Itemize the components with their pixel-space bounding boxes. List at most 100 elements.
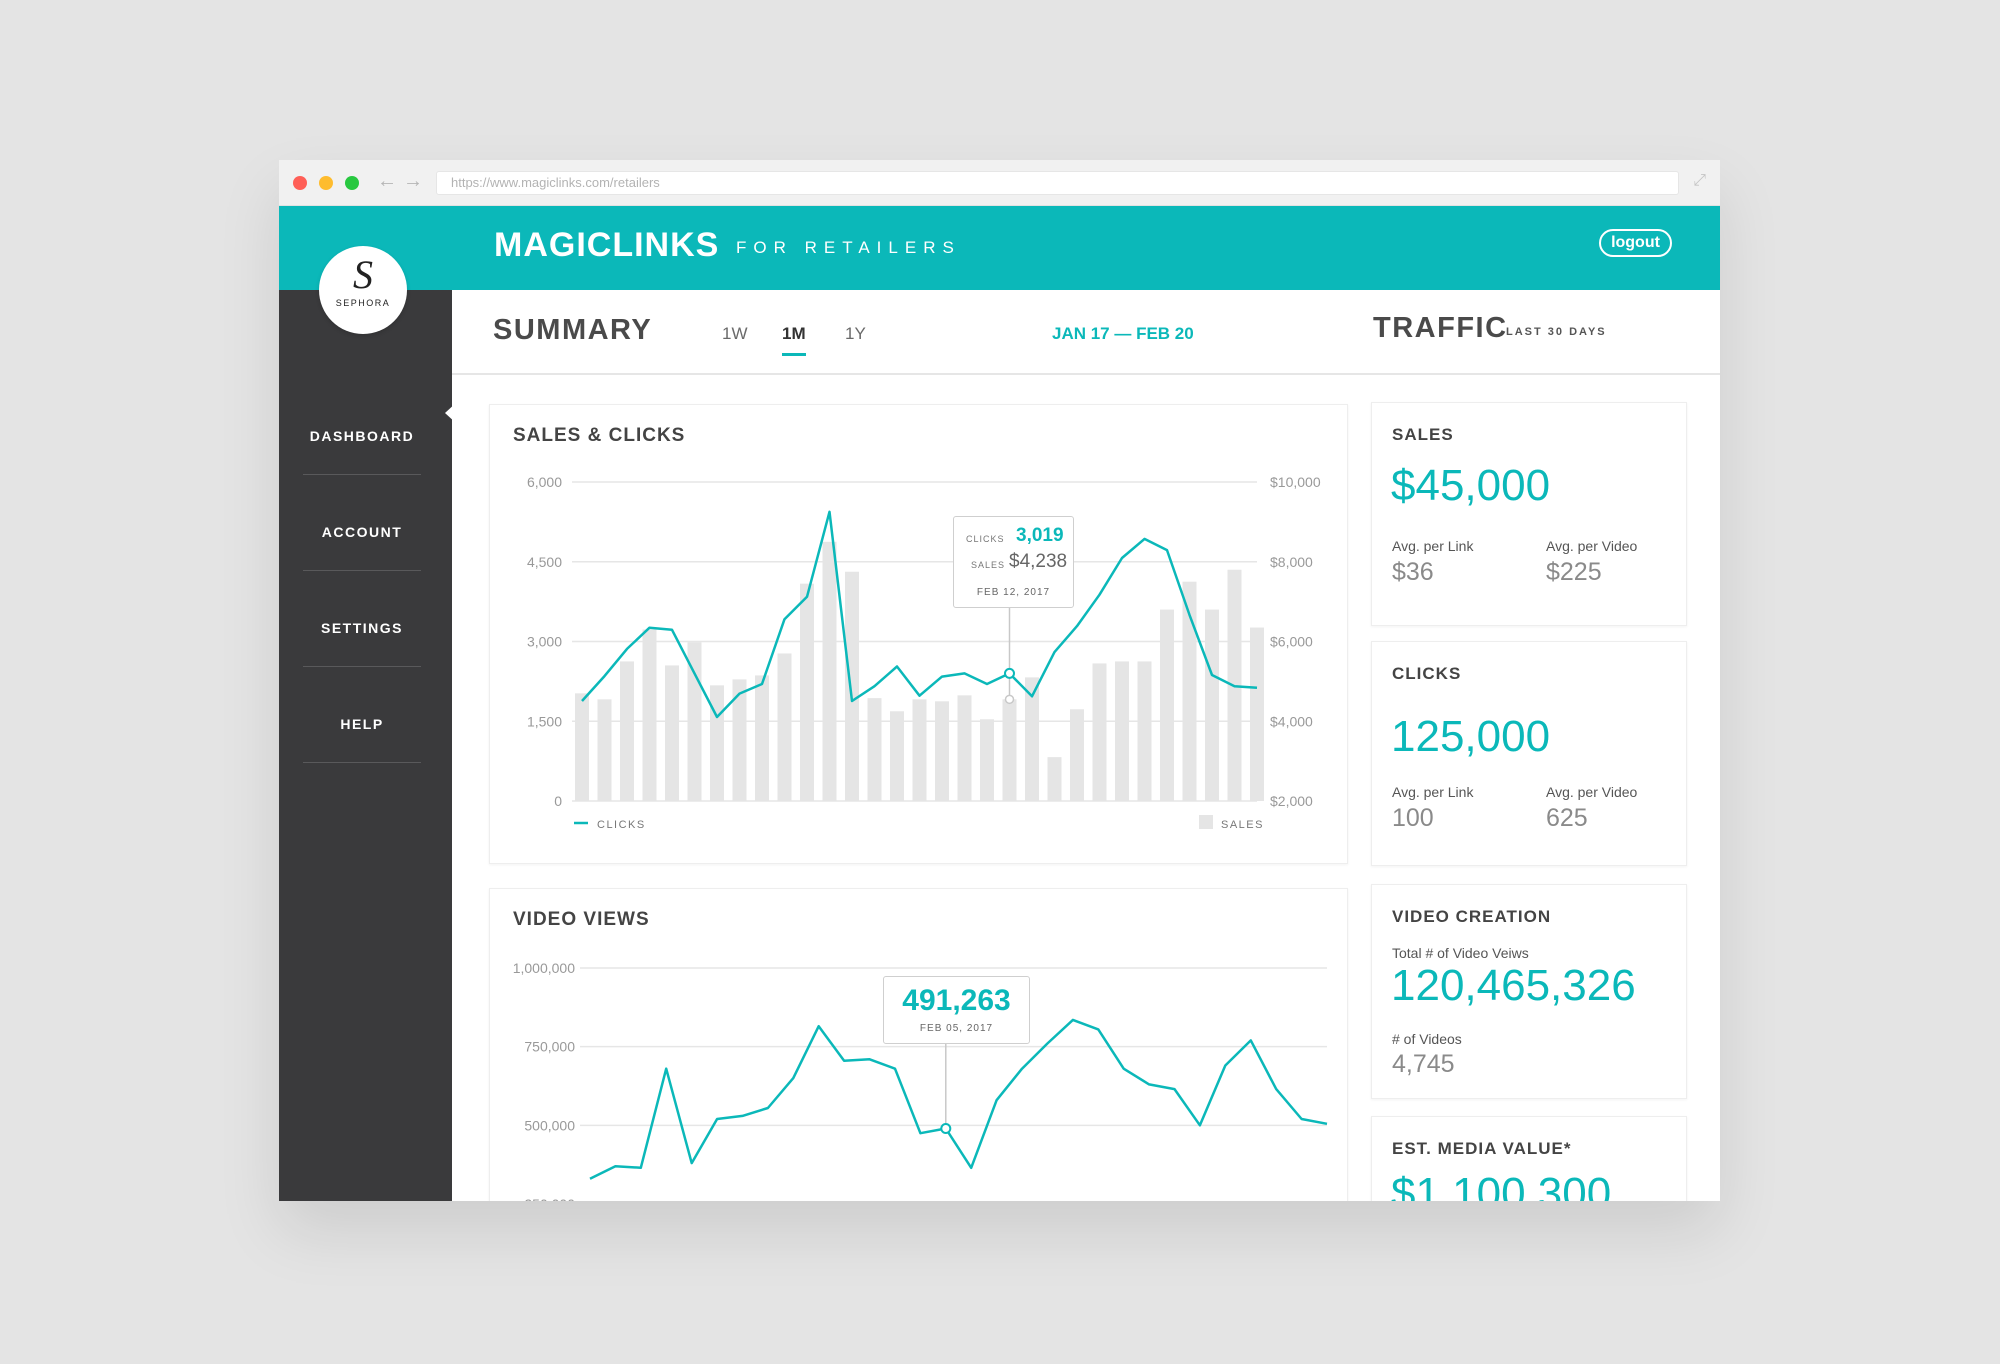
total-video-views-label: Total # of Video Veiws (1392, 945, 1529, 961)
video-views-title: VIDEO VIEWS (513, 909, 650, 930)
app-header: MAGICLINKS FOR RETAILERS logout (279, 206, 1720, 290)
sales-bar (1160, 609, 1174, 801)
address-bar[interactable]: https://www.magiclinks.com/retailers (436, 171, 1679, 195)
clicks-stat-card: CLICKS 125,000 Avg. per Link 100 Avg. pe… (1371, 641, 1687, 866)
clicks-stat-title: CLICKS (1392, 664, 1462, 683)
sidebar-item-label: SETTINGS (320, 620, 403, 636)
sales-bar (777, 653, 792, 801)
logo-name: SEPHORA (335, 298, 391, 308)
sales-bar (1137, 661, 1152, 801)
views-highlight-point (940, 1122, 952, 1134)
date-range-picker[interactable]: JAN 17 — FEB 20 (1052, 324, 1194, 343)
sidebar-item-dashboard[interactable]: DASHBOARD (303, 380, 457, 475)
tooltip-date: FEB 05, 2017 (919, 1023, 994, 1034)
sales-bar (1250, 627, 1264, 801)
avg-per-video-label: Avg. per Video (1546, 784, 1638, 800)
y-tick-label: 500,000 (524, 1117, 575, 1133)
close-window-button[interactable] (293, 176, 307, 190)
sidebar-item-label: ACCOUNT (321, 524, 403, 540)
clicks-line (581, 510, 1258, 719)
sidebar-item-help[interactable]: HELP (303, 668, 421, 763)
video-creation-stat-card: VIDEO CREATION Total # of Video Veiws 12… (1371, 884, 1687, 1099)
sales-bar (1092, 663, 1107, 801)
video-views-line (589, 1018, 1328, 1180)
sales-bar (935, 701, 949, 801)
sales-bar (980, 719, 994, 801)
sidebar-item-account[interactable]: ACCOUNT (303, 476, 421, 571)
avg-per-link-value: 100 (1392, 804, 1434, 832)
tooltip-sales-label: SALES (971, 560, 1006, 570)
sidebar: S SEPHORA DASHBOARD ACCOUNT SETTINGS HEL… (279, 246, 457, 1201)
sales-bar (912, 699, 927, 801)
y-tick-label-left: 6,000 (527, 474, 562, 490)
sales-stat-title: SALES (1392, 425, 1454, 444)
y-tick-label-right: $6,000 (1270, 634, 1313, 650)
sidebar-item-label: DASHBOARD (309, 428, 415, 444)
sales-clicks-tooltip: CLICKS 3,019 SALES $4,238 FEB 12, 2017 (953, 516, 1074, 608)
legend-clicks-label: CLICKS (597, 819, 646, 831)
tooltip-date: FEB 12, 2017 (976, 587, 1051, 598)
traffic-subtitle: LAST 30 DAYS (1506, 326, 1607, 338)
sales-total-value: $45,000 (1391, 461, 1551, 510)
traffic-title: TRAFFIC (1373, 312, 1508, 344)
avg-per-video-label: Avg. per Video (1546, 538, 1638, 554)
y-tick-label-right: $10,000 (1270, 474, 1321, 490)
sales-bar (800, 583, 814, 801)
forward-arrow-icon[interactable]: → (403, 170, 423, 192)
period-1m-tab[interactable]: 1M (782, 324, 806, 356)
sales-bar (957, 695, 972, 801)
sales-bar (732, 679, 747, 801)
sales-bar (575, 693, 589, 801)
sales-bar (1205, 609, 1219, 801)
sales-bar (845, 571, 859, 801)
maximize-window-button[interactable] (345, 176, 359, 190)
sales-bar (822, 541, 837, 801)
legend-sales-swatch (1199, 815, 1213, 829)
sales-bar (1002, 699, 1017, 801)
sales-stat-card: SALES $45,000 Avg. per Link $36 Avg. per… (1371, 402, 1687, 626)
sales-bar (597, 699, 612, 801)
sidebar-item-label: HELP (340, 716, 384, 732)
video-views-card: VIDEO VIEWS 1,000,000 750,000 500,000 250,0… (489, 888, 1348, 1201)
back-arrow-icon[interactable]: ← (377, 170, 397, 192)
period-1w-tab[interactable]: 1W (722, 324, 748, 343)
logout-button[interactable]: logout (1599, 229, 1672, 257)
y-tick-label-right: $4,000 (1270, 713, 1313, 729)
sales-bar (1047, 757, 1062, 801)
y-tick-label: 750,000 (524, 1039, 575, 1055)
fullscreen-icon[interactable]: ⤢ (1693, 172, 1706, 189)
tooltip-clicks-value: 3,019 (1016, 525, 1064, 546)
brand-subtitle: FOR RETAILERS (736, 238, 961, 257)
clicks-total-value: 125,000 (1391, 712, 1551, 761)
sales-bar (665, 665, 679, 801)
avg-per-video-value: 625 (1546, 804, 1588, 832)
tooltip-views-value: 491,263 (902, 984, 1011, 1017)
sales-bar (642, 629, 657, 801)
total-video-views-value: 120,465,326 (1391, 961, 1636, 1010)
video-creation-title: VIDEO CREATION (1392, 907, 1552, 926)
logo-mark: S (353, 252, 373, 297)
avg-per-video-value: $225 (1546, 558, 1602, 586)
sales-highlight-point (1004, 694, 1015, 705)
retailer-logo: S SEPHORA (319, 246, 407, 334)
y-tick-label: 250,000 (524, 1196, 575, 1201)
sales-bar (1182, 581, 1197, 801)
sales-bar (890, 711, 904, 801)
sales-bar (1070, 709, 1084, 801)
brand-logo[interactable]: MAGICLINKS (494, 226, 720, 264)
y-tick-label: 1,000,000 (513, 960, 575, 976)
browser-toolbar: ← → https://www.magiclinks.com/retailers… (279, 160, 1720, 206)
minimize-window-button[interactable] (319, 176, 333, 190)
sales-bar (710, 685, 724, 801)
avg-per-link-label: Avg. per Link (1392, 538, 1474, 554)
sales-clicks-title: SALES & CLICKS (513, 425, 686, 446)
avg-per-link-label: Avg. per Link (1392, 784, 1474, 800)
sales-bar (1025, 677, 1039, 801)
tooltip-clicks-label: CLICKS (966, 534, 1005, 544)
tooltip-sales-value: $4,238 (1009, 551, 1068, 572)
sidebar-item-settings[interactable]: SETTINGS (303, 572, 421, 667)
period-1y-tab[interactable]: 1Y (845, 324, 866, 343)
sales-bar (755, 675, 769, 801)
y-tick-label-left: 0 (554, 793, 562, 809)
video-views-chart: 1,000,000 750,000 500,000 250,000 (513, 960, 1328, 1201)
